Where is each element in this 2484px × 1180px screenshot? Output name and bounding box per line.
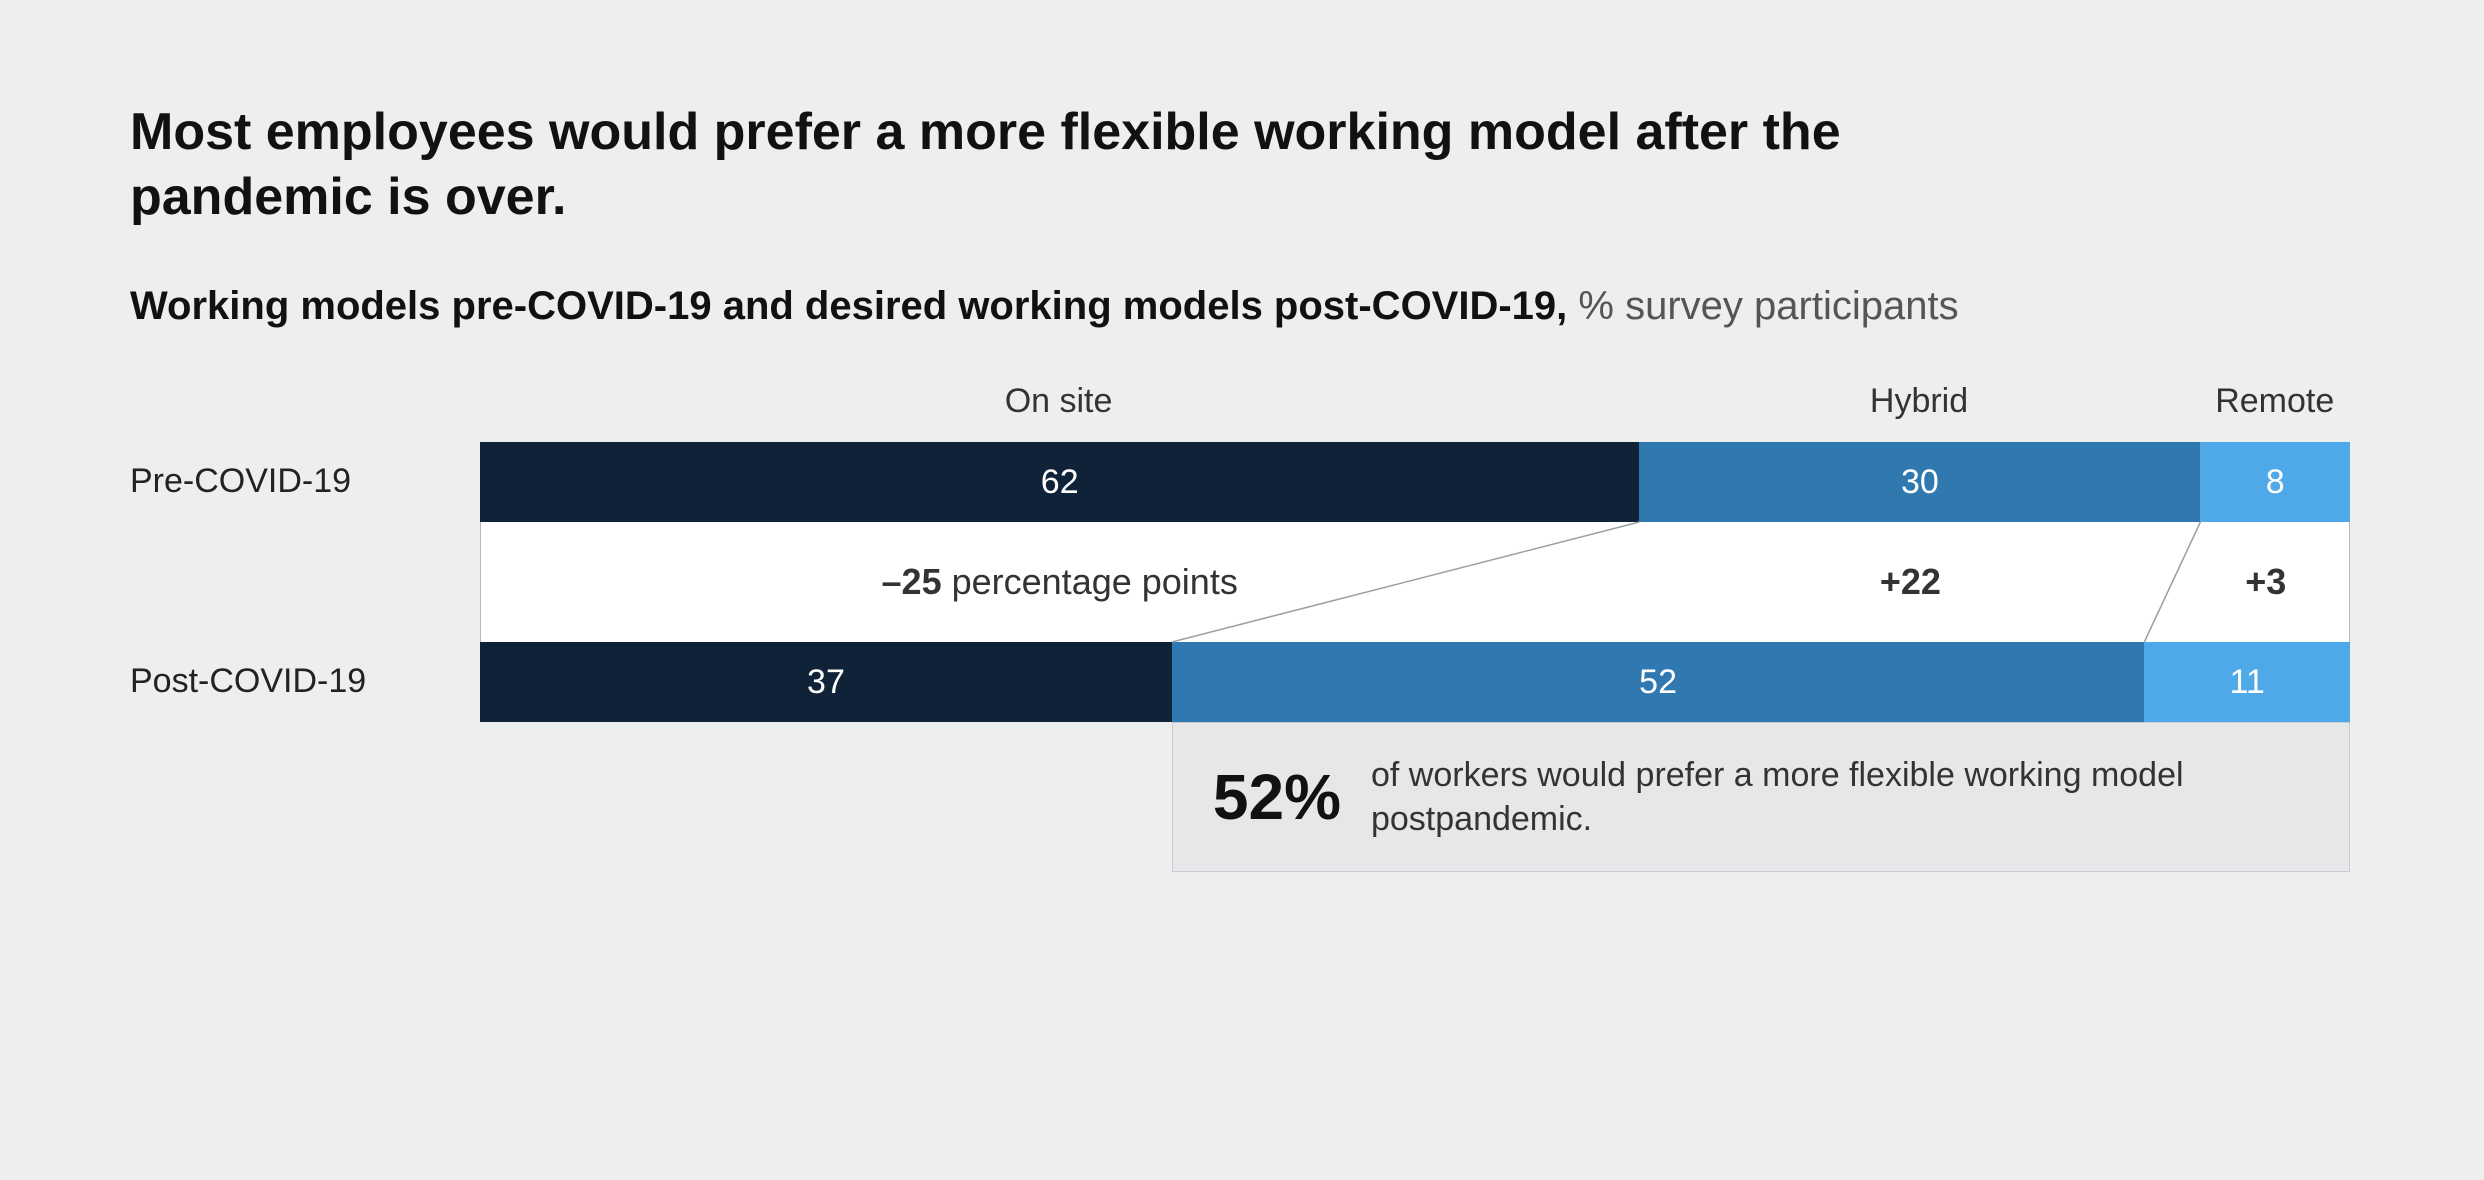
delta-value: +3: [2245, 561, 2286, 602]
chart-area: On site Hybrid Remote Pre-COVID-19 62 30…: [130, 382, 2354, 1142]
subtitle-bold: Working models pre-COVID-19 and desired …: [130, 284, 1567, 328]
bar-row-pre: 62 30 8: [480, 442, 2350, 522]
bar-seg-pre-remote: 8: [2200, 442, 2350, 522]
row-label-pre: Pre-COVID-19: [130, 462, 480, 501]
legend-row: On site Hybrid Remote: [480, 382, 2354, 432]
bar-value: 62: [1041, 463, 1079, 502]
bar-value: 8: [2266, 463, 2285, 502]
delta-value: –25: [882, 561, 942, 602]
delta-row: –25 percentage points +22 +3: [480, 522, 2350, 642]
legend-hybrid: Hybrid: [1870, 382, 1968, 421]
bar-row-post: 37 52 11: [480, 642, 2350, 722]
chart-subtitle: Working models pre-COVID-19 and desired …: [130, 280, 2354, 332]
callout-text: of workers would prefer a more flexible …: [1371, 753, 2309, 841]
callout-percent: 52%: [1213, 765, 1341, 829]
delta-hybrid: +22: [1880, 561, 1941, 603]
legend-onsite: On site: [1005, 382, 1113, 421]
callout-box: 52% of workers would prefer a more flexi…: [1172, 722, 2350, 872]
bar-seg-post-remote: 11: [2144, 642, 2350, 722]
bar-seg-post-hybrid: 52: [1172, 642, 2144, 722]
subtitle-light: % survey participants: [1567, 284, 1958, 328]
delta-onsite: –25 percentage points: [860, 561, 1260, 603]
delta-value: +22: [1880, 561, 1941, 602]
bar-value: 37: [807, 663, 845, 702]
bar-value: 11: [2229, 663, 2264, 702]
chart-title: Most employees would prefer a more flexi…: [130, 100, 2030, 230]
delta-suffix: percentage points: [942, 561, 1238, 602]
bar-value: 52: [1639, 663, 1677, 702]
bar-seg-pre-hybrid: 30: [1639, 442, 2200, 522]
legend-remote: Remote: [2215, 382, 2334, 421]
bar-seg-pre-onsite: 62: [480, 442, 1639, 522]
bar-seg-post-onsite: 37: [480, 642, 1172, 722]
row-label-post: Post-COVID-19: [130, 662, 480, 701]
delta-remote: +3: [2245, 561, 2286, 603]
bar-value: 30: [1901, 463, 1939, 502]
